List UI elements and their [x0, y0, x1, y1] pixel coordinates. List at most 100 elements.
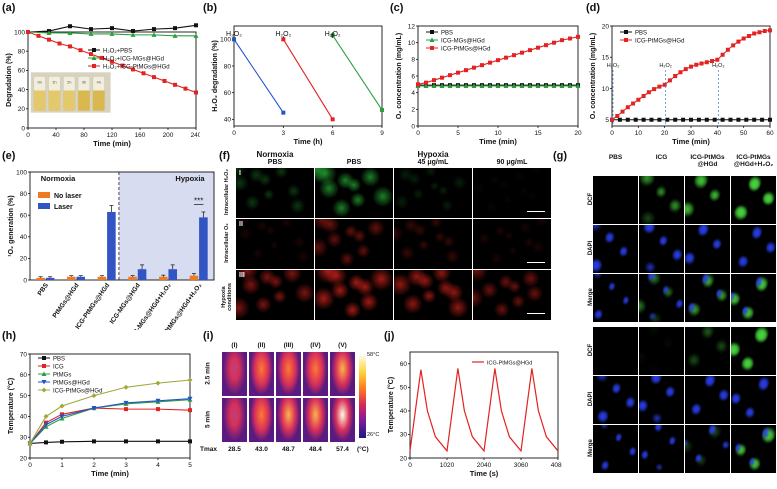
row-roman-numeral: II — [239, 221, 243, 228]
y-tick-label: 100 — [220, 37, 231, 44]
y-axis-label: Temperature (°C) — [387, 377, 395, 433]
series-1 — [282, 39, 334, 120]
column-label: (I) — [231, 342, 238, 349]
data-point — [92, 439, 96, 444]
column-label: 90 μg/mL — [496, 159, 528, 166]
x-tick-label: 60 — [766, 130, 774, 137]
y-tick-label: 50 — [400, 385, 408, 392]
data-point — [615, 114, 620, 118]
panel-label-b: (b) — [203, 2, 218, 14]
y-tick-label: 0 — [411, 123, 415, 130]
panel-label-e: (e) — [2, 150, 16, 162]
series-line — [29, 440, 190, 444]
data-point — [91, 406, 97, 411]
y-tick-label: 50 — [20, 393, 28, 400]
data-point — [641, 94, 646, 98]
column-label: ICG-PtMGs @HGd — [690, 154, 725, 168]
panel-label-c: (c) — [390, 2, 404, 14]
row-roman-numeral: III — [239, 272, 245, 279]
data-point — [281, 37, 286, 42]
micrograph-cell — [593, 425, 638, 473]
data-point — [431, 83, 437, 88]
data-point — [68, 24, 72, 29]
column-label: ICG — [655, 154, 668, 161]
x-tick-label: 2 — [92, 462, 96, 469]
color-scale-bar — [359, 356, 366, 438]
scale-bar — [527, 261, 545, 263]
data-point — [68, 44, 72, 49]
data-point — [67, 30, 73, 35]
data-point — [625, 117, 630, 122]
thermal-image — [222, 398, 247, 442]
series-line — [29, 407, 191, 444]
series-H2O2+ICG-PtMGs@HGd — [26, 30, 198, 95]
data-point — [380, 108, 384, 112]
y-tick-label: 4 — [411, 90, 415, 97]
series-0 — [233, 39, 284, 113]
micrograph-cell — [685, 376, 730, 424]
series-2 — [332, 35, 383, 111]
category-label: ICG-PtMGs@HGd — [74, 282, 111, 330]
series-ICG-PtMGs@HGd — [416, 34, 580, 87]
micrograph-cell — [593, 376, 638, 424]
data-point — [124, 439, 128, 444]
data-point — [423, 83, 429, 88]
legend-entry: H₂O₂+PBS — [103, 48, 132, 54]
bar-laser — [199, 217, 208, 280]
data-point — [162, 78, 167, 83]
data-point — [471, 83, 477, 88]
y-tick-label: 30 — [400, 432, 408, 439]
data-point — [183, 86, 188, 91]
bar-no-laser — [36, 277, 45, 280]
y-tick-label: 100 — [14, 29, 25, 36]
panel-label-a: (a) — [2, 2, 16, 14]
y-tick-label: 60 — [224, 90, 232, 97]
row-label: 2.5 min — [204, 362, 212, 385]
data-point — [123, 400, 129, 406]
data-point — [728, 117, 733, 122]
data-point — [173, 82, 177, 87]
micrograph-cell — [639, 225, 684, 273]
data-point — [511, 83, 517, 88]
data-point — [193, 33, 199, 38]
data-point — [741, 36, 746, 41]
micrograph-cell — [731, 376, 776, 424]
data-point — [123, 384, 129, 390]
y-tick-label: 20 — [20, 455, 28, 462]
data-point — [27, 440, 33, 446]
y-tick-label: 40 — [20, 234, 28, 241]
row-label: Intracellular O₂ — [224, 223, 230, 263]
y-tick-label: 20 — [20, 256, 28, 263]
legend-marker — [429, 37, 435, 42]
header-normoxia: Normoxia — [256, 150, 294, 159]
region-label: Hypoxia — [175, 174, 205, 183]
y-tick-label: 80 — [20, 191, 28, 198]
x-tick-label: 10 — [635, 130, 643, 137]
thermal-image — [303, 352, 328, 396]
data-point — [699, 61, 704, 66]
x-tick-label: 0 — [26, 132, 30, 139]
plot-frame — [29, 353, 191, 459]
micrograph-cell — [731, 425, 776, 473]
x-axis-label: Time (min) — [672, 137, 710, 146]
x-tick-label: 0 — [408, 462, 412, 469]
x-tick-label: 20 — [661, 130, 669, 137]
y-tick-label: 40 — [400, 408, 408, 415]
data-point — [678, 70, 683, 75]
x-tick-label: 0 — [232, 130, 236, 137]
vial-liquid — [33, 90, 46, 111]
series-line — [29, 399, 191, 444]
data-point — [479, 83, 485, 88]
data-point — [575, 83, 581, 88]
x-tick-label: 9 — [380, 130, 384, 137]
x-tick-label: 20 — [574, 130, 582, 137]
data-point — [762, 29, 767, 33]
y-tick-label: 20 — [602, 23, 610, 30]
data-point — [736, 39, 741, 44]
bar-no-laser — [158, 276, 168, 280]
row-label: 5 min — [204, 411, 212, 428]
x-tick-label: 1 — [60, 462, 64, 469]
x-tick-label: 0 — [28, 462, 32, 469]
